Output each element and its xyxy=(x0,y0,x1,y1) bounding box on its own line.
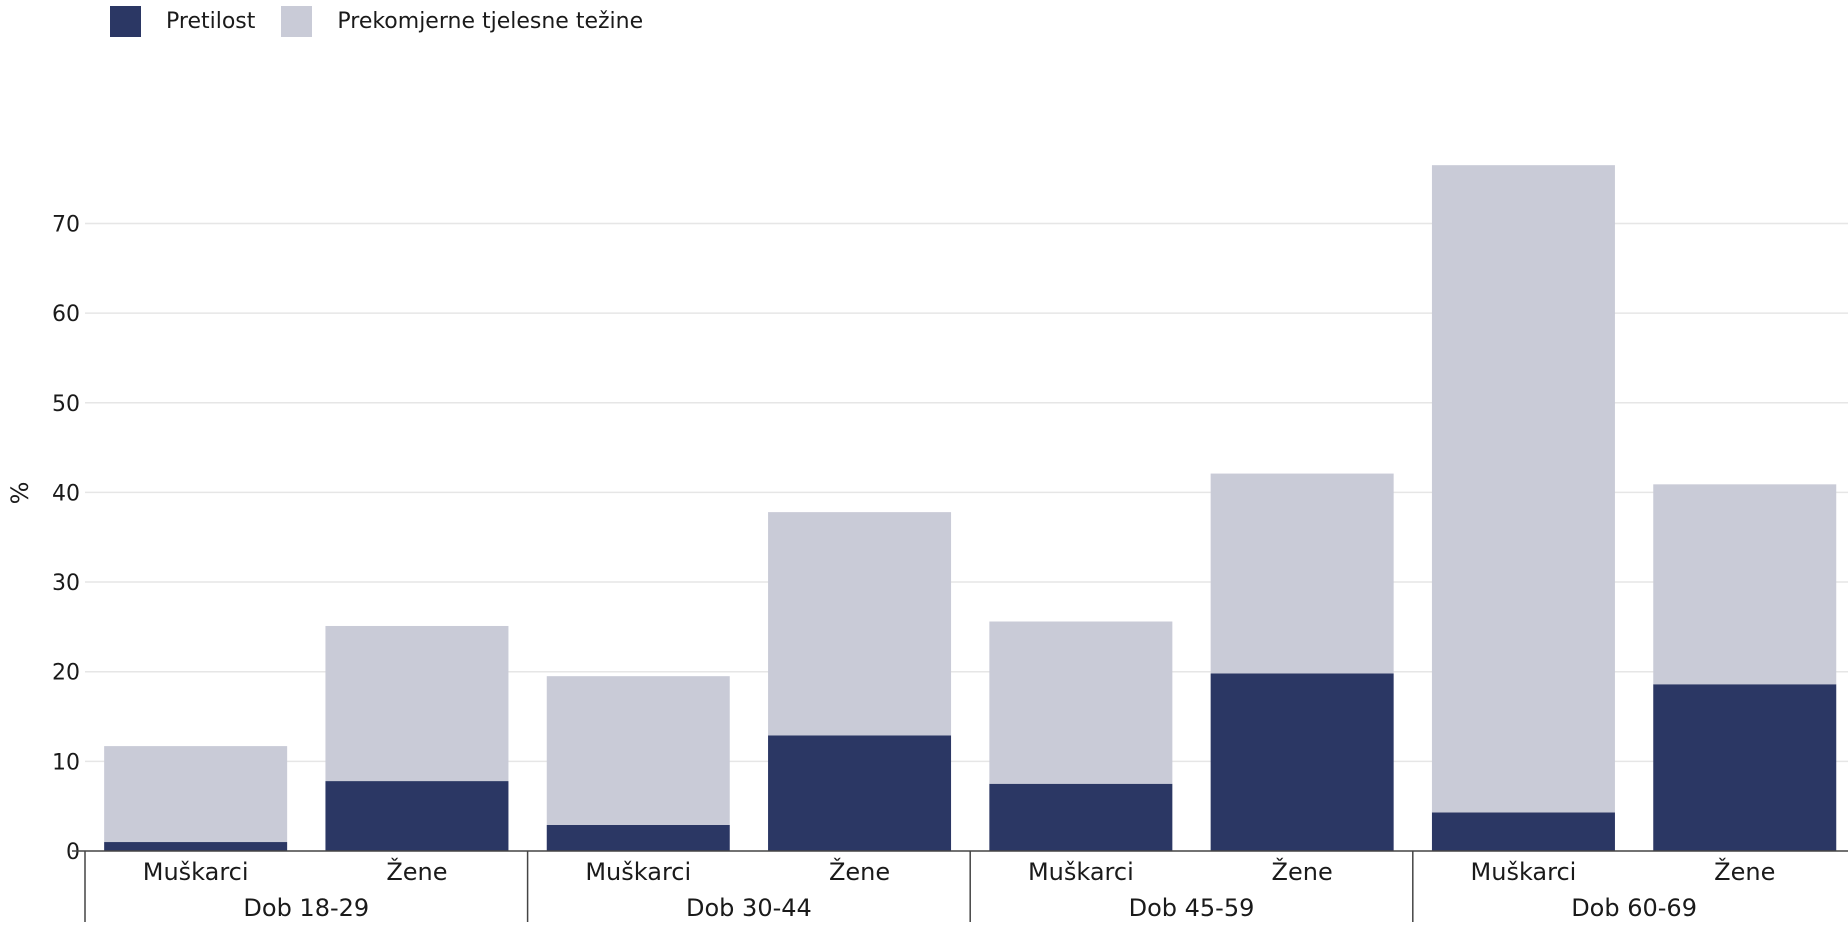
bar-pretilost-4[interactable] xyxy=(989,783,1173,851)
axes: 0 10 20 30 40 50 60 70% Muškarci Žene Muškarci Žene… xyxy=(6,212,1848,922)
bar-prekomjerne-0[interactable] xyxy=(104,746,288,843)
legend-item-pretilost[interactable]: Pretilost xyxy=(110,6,255,37)
x-tick-label-6: Muškarci xyxy=(1471,858,1577,886)
bar-prekomjerne-2[interactable] xyxy=(546,676,730,826)
bar-pretilost-5[interactable] xyxy=(1210,673,1394,851)
bars xyxy=(104,165,1837,851)
x-tick-label-2: Muškarci xyxy=(585,858,691,886)
bar-prekomjerne-3[interactable] xyxy=(768,512,952,736)
x-tick-label-3: Žene xyxy=(829,857,890,886)
bar-prekomjerne-1[interactable] xyxy=(325,625,509,782)
legend-label-prekomjerne: Prekomjerne tjelesne težine xyxy=(337,9,644,34)
y-axis-title: % xyxy=(6,482,34,505)
x-tick-label-0: Muškarci xyxy=(143,858,249,886)
legend-item-prekomjerne[interactable]: Prekomjerne tjelesne težine xyxy=(281,6,643,37)
bar-prekomjerne-5[interactable] xyxy=(1210,473,1394,674)
y-tick-label-60: 60 xyxy=(52,302,80,327)
y-tick-label-40: 40 xyxy=(52,481,80,506)
bar-pretilost-2[interactable] xyxy=(546,825,730,851)
legend: Pretilost Prekomjerne tjelesne težine xyxy=(110,6,669,37)
bar-prekomjerne-7[interactable] xyxy=(1653,484,1837,685)
x-tick-label-5: Žene xyxy=(1272,857,1333,886)
bar-pretilost-0[interactable] xyxy=(104,842,288,851)
legend-label-pretilost: Pretilost xyxy=(166,9,256,34)
group-label-3: Dob 60-69 xyxy=(1571,894,1697,922)
y-tick-label-10: 10 xyxy=(52,750,80,775)
x-tick-label-1: Žene xyxy=(386,857,447,886)
group-label-2: Dob 45-59 xyxy=(1129,894,1255,922)
y-tick-label-0: 0 xyxy=(66,840,80,865)
y-tick-label-70: 70 xyxy=(52,212,80,237)
bar-pretilost-7[interactable] xyxy=(1653,684,1837,851)
x-tick-label-7: Žene xyxy=(1714,857,1775,886)
group-label-1: Dob 30-44 xyxy=(686,894,812,922)
bar-prekomjerne-6[interactable] xyxy=(1431,165,1615,813)
bar-pretilost-3[interactable] xyxy=(768,735,952,851)
group-label-0: Dob 18-29 xyxy=(243,894,369,922)
legend-swatch-pretilost xyxy=(110,6,141,37)
y-tick-label-20: 20 xyxy=(52,661,80,686)
y-tick-label-30: 30 xyxy=(52,571,80,596)
bar-pretilost-1[interactable] xyxy=(325,781,509,851)
x-tick-label-4: Muškarci xyxy=(1028,858,1134,886)
legend-swatch-prekomjerne xyxy=(281,6,313,37)
bar-prekomjerne-4[interactable] xyxy=(989,621,1173,784)
y-tick-label-50: 50 xyxy=(52,392,80,417)
bar-pretilost-6[interactable] xyxy=(1431,812,1615,851)
